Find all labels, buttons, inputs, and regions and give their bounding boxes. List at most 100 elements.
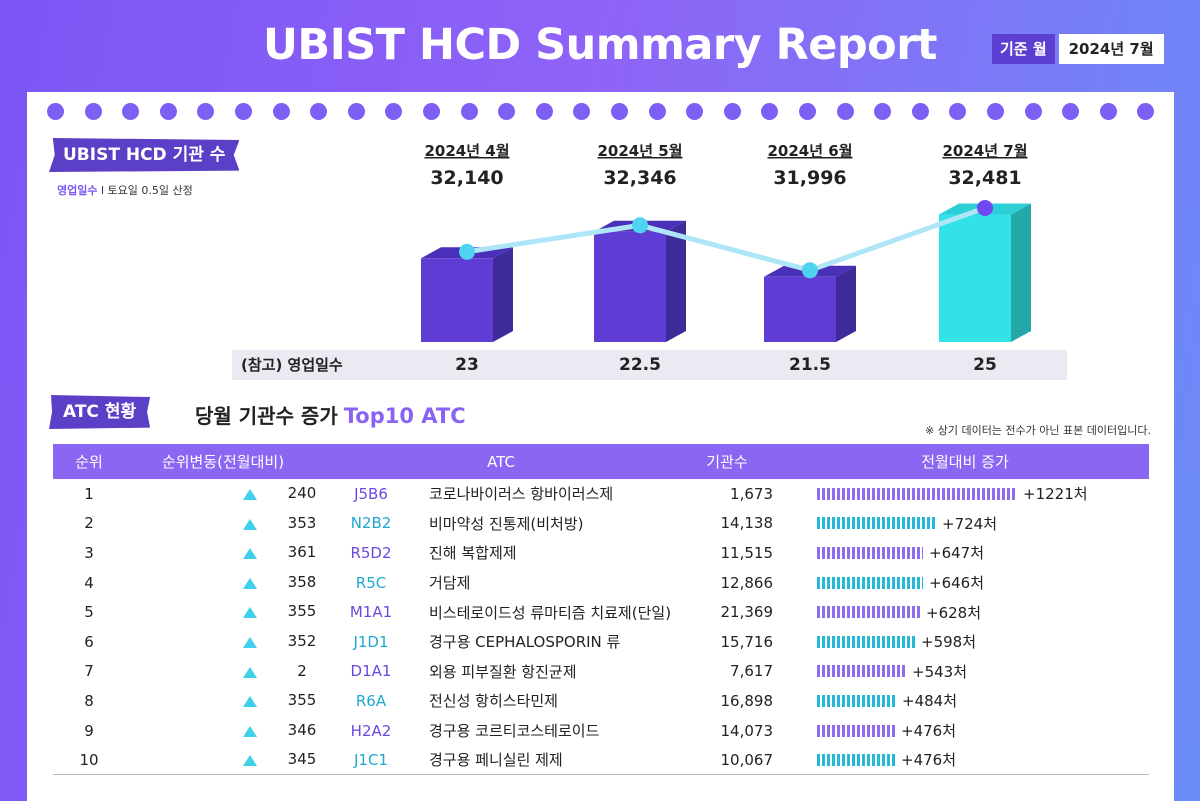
institution-count-chart: 2024년 4월 32,140 2024년 5월 32,346 2024년 6월 31,9… (421, 142, 1031, 342)
binder-dot (1137, 103, 1155, 120)
increase-bar (817, 517, 936, 530)
header-atc: ATC (487, 452, 515, 471)
header-institution-count: 기관수 (706, 453, 748, 471)
month-value: 32,140 (430, 167, 503, 189)
binder-dot (987, 103, 1004, 120)
table-row: 8 355 R6A 전신성 항히스타민제 16,898 +484처 (53, 686, 1149, 716)
binder-dot (874, 103, 892, 120)
increase-label: +476처 (901, 751, 956, 770)
business-days-value: 22.5 (619, 355, 661, 375)
binder-dot (648, 103, 666, 120)
month-value: 32,481 (948, 167, 1021, 189)
binder-dot (1062, 103, 1080, 120)
bar-side (493, 247, 513, 342)
increase-label: +646처 (929, 574, 984, 593)
trend-point (632, 217, 648, 234)
atc-name-cell: 외용 피부질환 항진균제 (429, 662, 577, 681)
bar (421, 258, 493, 342)
up-arrow-icon (243, 548, 257, 560)
increase-bar (817, 546, 923, 559)
increase-cell: +476처 (781, 716, 1149, 746)
atc-name-cell: 비스테로이드성 류마티즘 치료제(단일) (429, 603, 672, 622)
business-days-band (232, 350, 1067, 380)
rank-cell: 6 (84, 632, 94, 651)
increase-bar (817, 665, 906, 678)
binder-dot (686, 103, 704, 120)
atc-title-accent: Top10 ATC (343, 404, 466, 428)
rank-change-cell: 355 (125, 597, 321, 627)
rank-cell: 7 (84, 662, 94, 681)
rank-change-value: 355 (287, 691, 317, 710)
binder-dot (836, 103, 854, 120)
business-days-note: 영업일수 l 토요일 0.5일 산정 (57, 182, 193, 198)
binder-dot (761, 103, 779, 120)
bar-side (666, 220, 686, 342)
increase-cell: +543처 (781, 657, 1149, 687)
increase-label: +647처 (929, 544, 984, 563)
business-days-value: 23 (455, 355, 479, 375)
rank-change-cell: 355 (125, 686, 321, 716)
increase-cell: +598처 (781, 627, 1149, 657)
up-arrow-icon (243, 696, 257, 708)
month-value: 32,346 (603, 167, 676, 189)
bar (594, 231, 666, 342)
rank-change-cell: 358 (125, 568, 321, 598)
up-arrow-icon (243, 725, 257, 737)
trend-line (466, 205, 986, 273)
binder-dot (460, 103, 478, 120)
bar (939, 214, 1011, 342)
month-label: 2024년 4월 (424, 142, 509, 160)
rank-cell: 4 (84, 573, 94, 592)
report-card: UBIST HCD 기관 수 영업일수 l 토요일 0.5일 산정 2024년 … (27, 92, 1174, 801)
up-arrow-icon (243, 636, 257, 648)
increase-cell: +628처 (781, 597, 1149, 627)
rank-change-value: 355 (287, 602, 317, 621)
rank-cell: 3 (84, 543, 94, 562)
atc-section-title: 당월 기관수 증가 Top10 ATC (195, 400, 466, 429)
binder-dot (498, 103, 516, 120)
up-arrow-icon (243, 489, 257, 500)
rank-change-value: 353 (287, 513, 317, 532)
rank-change-cell: 240 (125, 479, 321, 509)
sample-data-disclaimer: ※ 상기 데이터는 전수가 아닌 표본 데이터입니다. (925, 424, 1151, 437)
rank-change-value: 361 (287, 543, 317, 562)
atc-name-cell: 경구용 코르티코스테로이드 (429, 722, 600, 741)
up-arrow-icon (243, 666, 257, 678)
binder-dot (949, 103, 967, 120)
binder-dot (423, 103, 440, 120)
month-label: 2024년 6월 (767, 142, 852, 160)
rank-cell: 9 (84, 721, 94, 740)
header-increase: 전월대비 증가 (921, 453, 1009, 471)
trend-point (977, 199, 993, 216)
atc-code-cell: R5C (355, 573, 387, 592)
institution-count-cell: 1,673 (730, 484, 773, 503)
rank-change-cell: 353 (125, 509, 321, 539)
table-row: 9 346 H2A2 경구용 코르티코스테로이드 14,073 +476처 (53, 716, 1149, 746)
top10-atc-table: 순위 순위변동(전월대비) ATC 기관수 전월대비 증가 1 240 J5B6 코로… (53, 444, 1149, 776)
increase-label: +484처 (902, 692, 957, 711)
atc-code-cell: D1A1 (350, 662, 392, 681)
base-month-label: 기준 월 (992, 34, 1055, 64)
up-arrow-icon (243, 518, 257, 530)
trend-point (459, 243, 475, 260)
binder-dot (385, 103, 403, 120)
increase-bar (817, 635, 915, 648)
binder-dot (347, 103, 365, 120)
base-month-value: 2024년 7월 (1058, 34, 1164, 64)
increase-label: +1221처 (1023, 485, 1088, 504)
month-label: 2024년 7월 (942, 142, 1027, 160)
binder-dot (799, 103, 816, 120)
header-rank: 순위 (75, 453, 103, 471)
increase-bar (817, 724, 895, 737)
business-days-note-highlight: 영업일수 (57, 184, 98, 197)
increase-label: +476처 (901, 722, 956, 741)
table-row: 6 352 J1D1 경구용 CEPHALOSPORIN 류 15,716 +598처 (53, 627, 1149, 657)
bar (764, 276, 836, 342)
rank-change-cell: 361 (125, 538, 321, 568)
increase-bar (817, 576, 923, 589)
up-arrow-icon (243, 607, 257, 619)
rank-change-value: 346 (287, 720, 317, 739)
atc-name-cell: 경구용 페니실린 제제 (421, 745, 681, 776)
rank-cell: 8 (84, 691, 94, 710)
increase-cell: +647처 (781, 538, 1149, 568)
